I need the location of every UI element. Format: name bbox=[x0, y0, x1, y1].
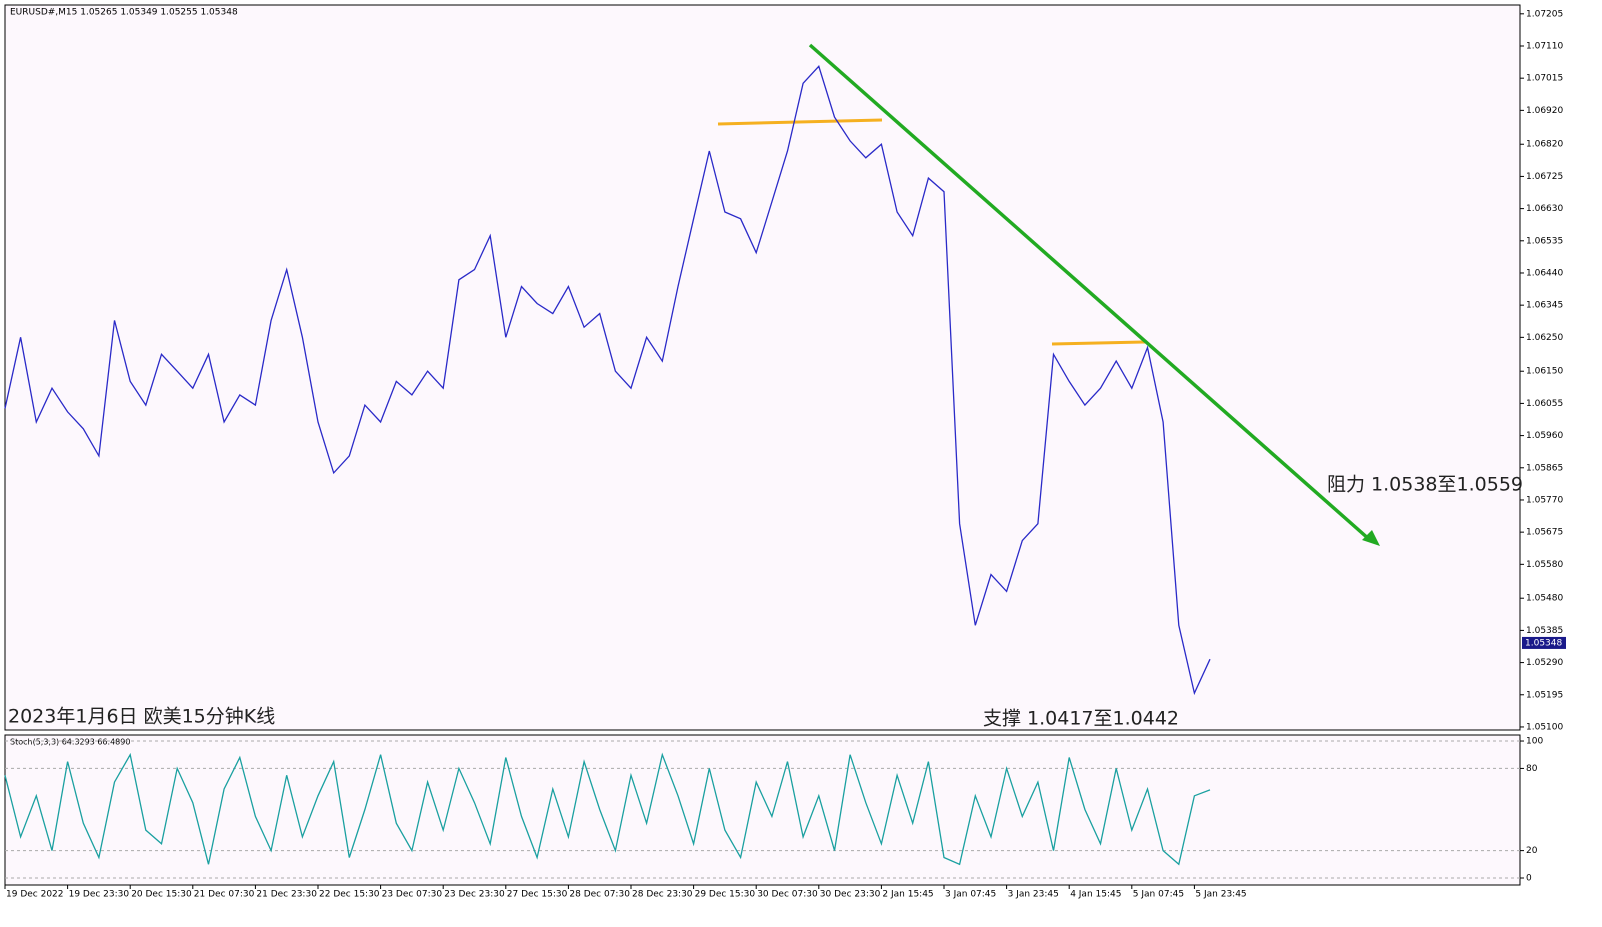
y-tick-label: 1.06920 bbox=[1526, 106, 1563, 116]
y-tick-label: 20 bbox=[1526, 846, 1538, 856]
y-tick-label: 1.06150 bbox=[1526, 367, 1563, 377]
stoch-panel bbox=[4, 734, 1521, 886]
x-tick-label: 5 Jan 07:45 bbox=[1133, 890, 1184, 900]
x-tick-label: 21 Dec 07:30 bbox=[194, 890, 255, 900]
y-tick-label: 1.05580 bbox=[1526, 560, 1563, 570]
y-tick-label: 1.05385 bbox=[1526, 626, 1563, 636]
x-tick-label: 22 Dec 15:30 bbox=[319, 890, 380, 900]
y-tick-label: 1.05770 bbox=[1526, 495, 1563, 505]
resistance-line bbox=[1051, 340, 1147, 346]
y-tick-label: 0 bbox=[1526, 874, 1532, 884]
x-tick-label: 19 Dec 2022 bbox=[6, 890, 64, 900]
y-tick-label: 1.07205 bbox=[1526, 9, 1563, 19]
y-tick-label: 1.06630 bbox=[1526, 204, 1563, 214]
x-tick-label: 5 Jan 23:45 bbox=[1195, 890, 1246, 900]
annotation: 阻力 1.0538至1.0559 bbox=[1327, 474, 1523, 496]
x-tick-label: 21 Dec 23:30 bbox=[256, 890, 317, 900]
y-tick-label: 1.05290 bbox=[1526, 658, 1563, 668]
last-price-tag bbox=[1522, 636, 1566, 649]
y-tick-label: 1.06535 bbox=[1526, 236, 1563, 246]
y-tick-label: 1.06250 bbox=[1526, 333, 1563, 343]
trend-line bbox=[808, 43, 1372, 542]
x-tick-label: 30 Dec 07:30 bbox=[757, 890, 818, 900]
x-tick-label: 2 Jan 15:45 bbox=[882, 890, 933, 900]
x-tick-label: 28 Dec 23:30 bbox=[632, 890, 693, 900]
y-tick-label: 1.05960 bbox=[1526, 431, 1563, 441]
y-tick-label: 1.05865 bbox=[1526, 463, 1563, 473]
x-tick-label: 19 Dec 23:30 bbox=[69, 890, 130, 900]
annotation: 2023年1月6日 欧美15分钟K线 bbox=[8, 706, 275, 728]
annotation: 支撑 1.0417至1.0442 bbox=[983, 708, 1179, 730]
y-tick-label: 1.06440 bbox=[1526, 268, 1563, 278]
y-tick-label: 1.05675 bbox=[1526, 528, 1563, 538]
y-tick-label: 1.07015 bbox=[1526, 74, 1563, 84]
y-tick-label: 1.05480 bbox=[1526, 594, 1563, 604]
main-panel bbox=[4, 4, 1521, 731]
y-tick-label: 1.06725 bbox=[1526, 172, 1563, 182]
y-tick-label: 80 bbox=[1526, 764, 1538, 774]
stoch-title: Stoch(5,3,3) 64.3293 66.4890 bbox=[10, 738, 130, 747]
x-tick-label: 27 Dec 15:30 bbox=[507, 890, 568, 900]
y-tick-label: 1.06345 bbox=[1526, 301, 1563, 311]
last-price-label: 1.05348 bbox=[1525, 638, 1562, 648]
y-tick-label: 100 bbox=[1526, 737, 1543, 747]
price-line bbox=[4, 65, 1211, 696]
x-tick-label: 28 Dec 07:30 bbox=[569, 890, 630, 900]
x-tick-label: 23 Dec 07:30 bbox=[382, 890, 443, 900]
arrow-head bbox=[1362, 530, 1380, 546]
y-tick-label: 1.07110 bbox=[1526, 41, 1563, 51]
y-tick-label: 1.05100 bbox=[1526, 722, 1563, 732]
symbol-header: EURUSD#,M15 1.05265 1.05349 1.05255 1.05… bbox=[10, 8, 238, 18]
y-tick-label: 1.06820 bbox=[1526, 140, 1563, 150]
x-tick-label: 4 Jan 15:45 bbox=[1070, 890, 1121, 900]
x-tick-label: 23 Dec 23:30 bbox=[444, 890, 505, 900]
x-tick-label: 3 Jan 07:45 bbox=[945, 890, 996, 900]
resistance-line bbox=[717, 118, 883, 126]
x-tick-label: 3 Jan 23:45 bbox=[1008, 890, 1059, 900]
x-tick-label: 30 Dec 23:30 bbox=[820, 890, 881, 900]
y-tick-label: 1.05195 bbox=[1526, 690, 1563, 700]
x-tick-label: 29 Dec 15:30 bbox=[695, 890, 756, 900]
x-tick-label: 20 Dec 15:30 bbox=[131, 890, 192, 900]
y-tick-label: 1.06055 bbox=[1526, 399, 1563, 409]
price-line bbox=[4, 752, 1211, 866]
